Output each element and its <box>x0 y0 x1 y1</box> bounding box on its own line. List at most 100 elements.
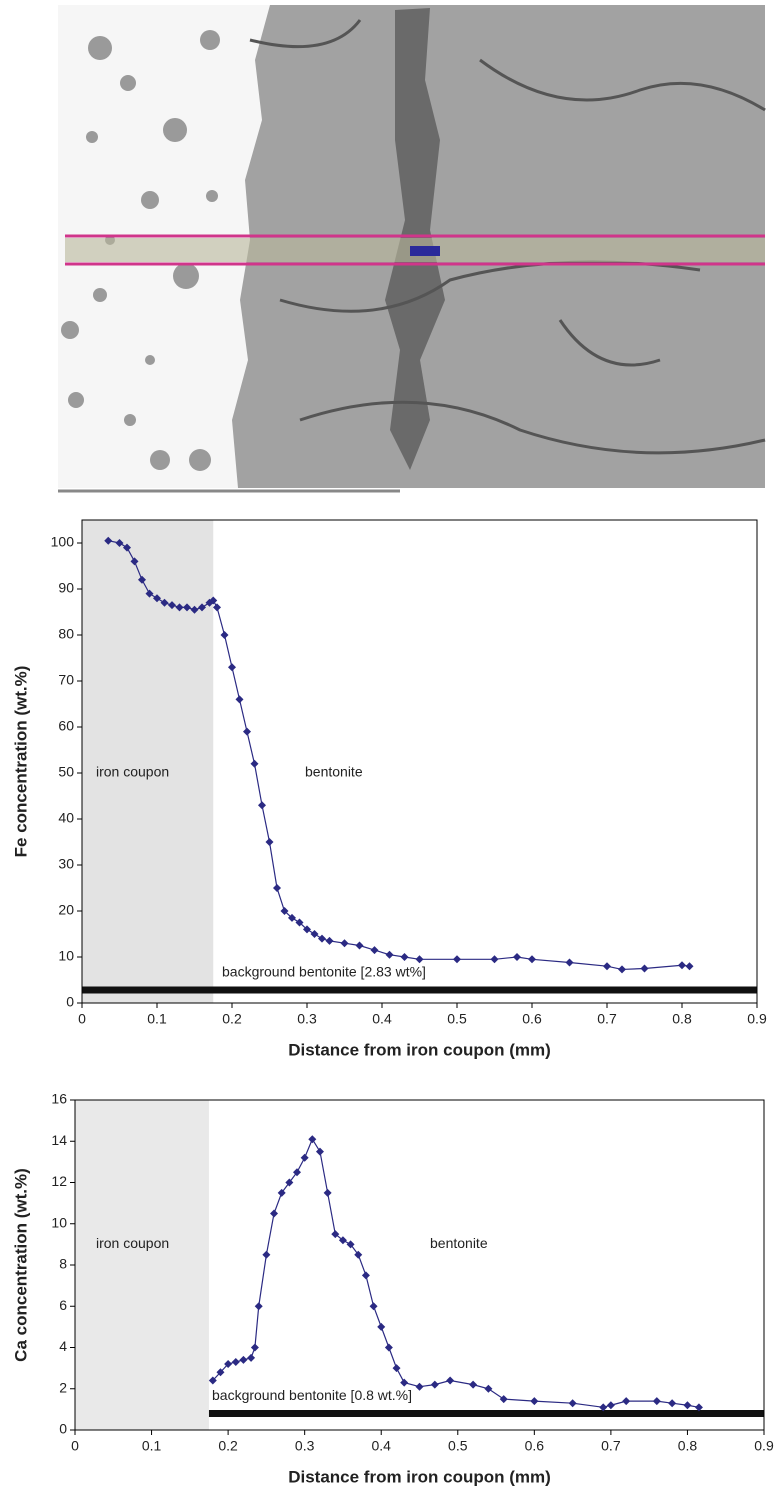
y-tick-label: 40 <box>58 810 74 826</box>
x-tick-label: 0.5 <box>447 1011 467 1027</box>
data-point <box>490 955 499 964</box>
data-point <box>499 1395 508 1404</box>
background-label: background bentonite [0.8 wt.%] <box>212 1387 412 1403</box>
data-point <box>293 1168 302 1177</box>
data-point <box>209 596 218 605</box>
region-label: iron coupon <box>96 764 169 780</box>
shaded-region <box>82 520 214 1003</box>
data-point <box>130 557 139 566</box>
y-tick-label: 12 <box>51 1173 67 1189</box>
data-point <box>568 1399 577 1408</box>
data-point <box>377 1322 386 1331</box>
y-tick-label: 10 <box>51 1214 67 1230</box>
data-point <box>400 1378 409 1387</box>
y-tick-label: 4 <box>59 1338 67 1354</box>
data-point <box>308 1135 317 1144</box>
data-point <box>220 631 229 639</box>
y-tick-label: 90 <box>58 580 74 596</box>
data-point <box>370 946 379 955</box>
data-point <box>183 603 191 612</box>
data-point <box>331 1230 340 1239</box>
x-tick-label: 0.6 <box>525 1438 545 1454</box>
data-point <box>384 1343 393 1352</box>
y-axis-title: Ca concentration (wt.%) <box>11 1168 30 1362</box>
data-point <box>340 939 349 948</box>
data-point <box>208 1376 217 1385</box>
data-point <box>235 695 244 704</box>
x-tick-label: 0.2 <box>222 1011 242 1027</box>
data-point <box>484 1384 493 1393</box>
y-tick-label: 8 <box>59 1256 67 1272</box>
data-point <box>565 958 574 967</box>
data-point <box>622 1397 631 1406</box>
data-point <box>323 1188 332 1197</box>
data-point <box>265 838 274 846</box>
background-label: background bentonite [2.83 wt%] <box>222 964 426 980</box>
x-tick-label: 0.1 <box>142 1438 162 1454</box>
data-point <box>599 1403 608 1412</box>
data-point <box>346 1240 355 1249</box>
data-point <box>254 1302 263 1311</box>
data-point <box>145 589 154 598</box>
x-tick-label: 0.7 <box>597 1011 617 1027</box>
y-tick-label: 6 <box>59 1297 67 1313</box>
y-tick-label: 60 <box>58 718 74 734</box>
x-tick-label: 0.2 <box>218 1438 238 1454</box>
data-point <box>243 727 251 736</box>
y-tick-label: 80 <box>58 626 74 642</box>
data-point <box>415 955 424 964</box>
data-point <box>694 1403 703 1412</box>
data-point <box>250 1343 259 1352</box>
data-point <box>355 941 364 950</box>
x-tick-label: 0 <box>71 1438 79 1454</box>
x-axis-title: Distance from iron coupon (mm) <box>288 1040 551 1059</box>
data-point <box>369 1302 378 1311</box>
data-point <box>606 1401 615 1410</box>
data-point <box>277 1188 286 1197</box>
data-point <box>338 1236 347 1245</box>
data-point <box>303 925 311 934</box>
x-tick-label: 0.8 <box>672 1011 692 1027</box>
data-point <box>262 1250 271 1259</box>
y-tick-label: 16 <box>51 1091 67 1107</box>
x-tick-label: 0.1 <box>147 1011 167 1027</box>
y-tick-label: 2 <box>59 1379 67 1395</box>
data-point <box>258 801 266 810</box>
x-tick-label: 0 <box>78 1011 86 1027</box>
data-point <box>153 594 161 603</box>
data-point <box>683 1401 692 1410</box>
data-point <box>678 961 686 970</box>
x-tick-label: 0.3 <box>297 1011 317 1027</box>
data-point <box>361 1271 370 1280</box>
data-point <box>315 1147 324 1156</box>
data-point <box>285 1178 294 1187</box>
data-point <box>123 543 131 552</box>
data-point <box>190 605 199 614</box>
data-point <box>247 1353 256 1362</box>
data-point <box>354 1250 363 1259</box>
data-point <box>310 930 319 938</box>
data-point <box>618 965 626 974</box>
y-tick-label: 20 <box>58 902 74 918</box>
data-point <box>288 913 296 922</box>
y-tick-label: 70 <box>58 672 74 688</box>
data-point <box>640 964 649 973</box>
data-point <box>318 934 326 943</box>
data-point <box>273 884 281 892</box>
data-point <box>216 1368 225 1377</box>
x-tick-label: 0.9 <box>747 1011 767 1027</box>
y-tick-label: 30 <box>58 856 74 872</box>
data-point <box>160 598 169 607</box>
data-point <box>138 575 146 584</box>
plot-border <box>81 519 758 1004</box>
scan-marker <box>410 246 440 256</box>
x-axis-title: Distance from iron coupon (mm) <box>288 1467 551 1486</box>
data-point <box>446 1376 455 1385</box>
region-label: iron coupon <box>96 1235 169 1251</box>
data-point <box>668 1399 677 1408</box>
data-point <box>250 759 259 768</box>
particles <box>61 30 220 471</box>
data-point <box>168 601 176 610</box>
data-point <box>453 955 461 964</box>
